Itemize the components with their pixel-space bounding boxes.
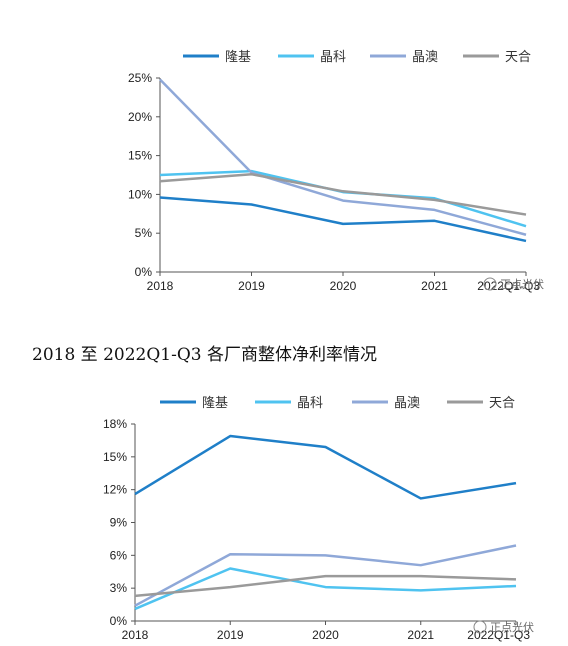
x-tick-label: 2022Q1-Q3 [467, 628, 530, 642]
wechat-icon [483, 277, 497, 291]
x-tick-label: 2020 [330, 279, 357, 293]
watermark-text: 正点光伏 [500, 277, 544, 291]
legend-label: 隆基 [225, 50, 251, 65]
y-tick-label: 5% [135, 226, 153, 240]
x-tick-label: 2021 [421, 279, 448, 293]
wechat-icon [473, 620, 487, 634]
chart-caption: 2018 至 2022Q1-Q3 各厂商整体净利率情况 [32, 345, 377, 365]
y-tick-label: 0% [135, 265, 153, 279]
legend-label: 天合 [505, 50, 531, 65]
y-tick-label: 6% [110, 548, 128, 562]
chart-1: 隆基 晶科 晶澳 天合 0% 5% 10% 15% 20% 25% 2018 2019 2020 2021… [128, 49, 544, 293]
legend-label: 晶澳 [394, 395, 420, 411]
series-line-晶科 [159, 169, 527, 228]
y-tick-label: 15% [103, 450, 127, 464]
y-tick-label: 10% [128, 187, 152, 201]
legend: 隆基 晶科 晶澳 天合 [160, 395, 515, 411]
legend-label: 晶澳 [412, 49, 438, 65]
series-line-隆基 [134, 434, 517, 500]
x-tick-label: 2018 [122, 628, 149, 642]
x-tick-label: 2021 [407, 628, 434, 642]
chart-2: 隆基 晶科 晶澳 天合 0% 3% 6% 9% 12% 15% 18% 2018 2019 2020 202… [103, 395, 534, 642]
series-line-晶澳 [159, 78, 527, 236]
watermark-text: 正点光伏 [490, 620, 534, 634]
y-tick-label: 18% [103, 417, 127, 431]
y-tick-label: 0% [110, 614, 128, 628]
watermark: 正点光伏 [483, 277, 544, 291]
legend-label: 天合 [489, 396, 515, 411]
x-tick-label: 2019 [238, 279, 265, 293]
legend-label: 晶科 [320, 50, 346, 65]
x-tick-label: 2018 [147, 279, 174, 293]
x-tick-label: 2019 [217, 628, 244, 642]
y-tick-label: 12% [103, 483, 127, 497]
y-tick-label: 9% [110, 516, 128, 530]
watermark: 正点光伏 [473, 620, 534, 634]
y-tick-label: 15% [128, 149, 152, 163]
x-tick-label: 2020 [312, 628, 339, 642]
y-tick-label: 3% [110, 581, 128, 595]
legend: 隆基 晶科 晶澳 天合 [183, 49, 531, 65]
legend-label: 隆基 [202, 396, 228, 411]
y-tick-label: 20% [128, 110, 152, 124]
legend-label: 晶科 [297, 396, 323, 411]
y-tick-label: 25% [128, 71, 152, 85]
